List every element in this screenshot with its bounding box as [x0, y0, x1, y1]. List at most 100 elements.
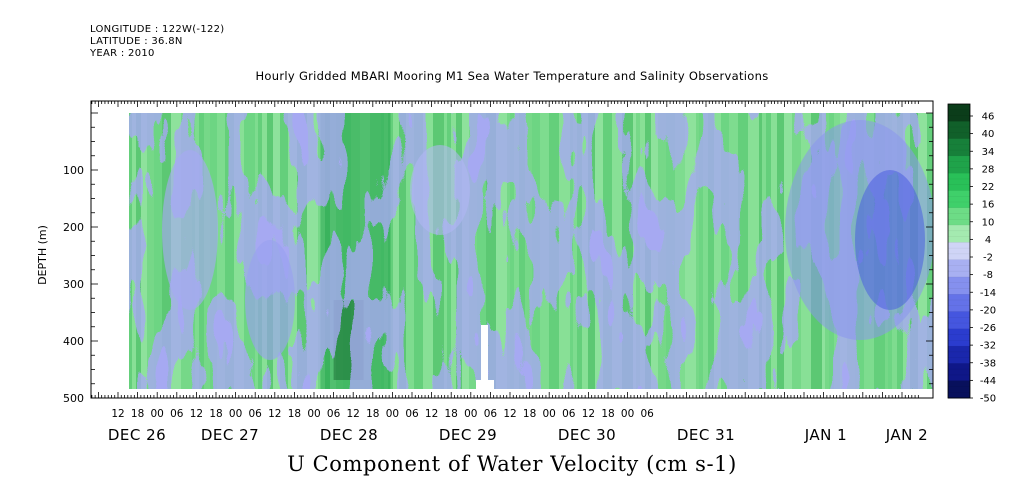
x-day-label: JAN 2 [885, 426, 928, 444]
x-hour-label: 18 [288, 408, 301, 420]
colorbar-swatch [948, 311, 970, 330]
field-streak [666, 113, 675, 389]
colorbar-label: -14 [980, 288, 996, 299]
field-streak [217, 113, 225, 389]
colorbar-label: 34 [982, 147, 995, 158]
x-hour-label: 18 [601, 408, 614, 420]
colorbar-swatch [948, 242, 970, 261]
y-tick-label: 500 [63, 392, 84, 405]
x-hour-label: 18 [445, 408, 458, 420]
field-streak [288, 113, 297, 389]
field-streak [582, 113, 588, 389]
field-streak [570, 113, 573, 389]
y-tick-label: 100 [63, 164, 84, 177]
colorbar-label: 22 [982, 182, 995, 193]
colorbar-swatch [948, 155, 970, 174]
field-streak [573, 113, 577, 389]
field-streak [393, 113, 399, 389]
field-streak [510, 113, 514, 389]
colorbar-swatch [948, 380, 970, 399]
x-hour-label: 00 [543, 408, 556, 420]
field-streak [771, 113, 777, 389]
westward-flow-core [855, 170, 925, 310]
colorbar-swatch [948, 173, 970, 191]
year-label: YEAR : 2010 [90, 48, 155, 59]
field-streak [640, 113, 645, 389]
x-axis-label: U Component of Water Velocity (cm s-1) [287, 452, 737, 476]
field-streak [738, 113, 748, 389]
missing-data [476, 380, 494, 389]
field-streak [685, 113, 696, 389]
field-streak [658, 113, 666, 389]
colorbar-swatch [948, 276, 970, 295]
field-streak [559, 113, 570, 389]
field-streak [514, 113, 519, 389]
field-streak [696, 113, 699, 389]
x-hour-label: 00 [386, 408, 399, 420]
field-streak [141, 113, 147, 389]
field-streak [675, 113, 685, 389]
x-hour-label: 18 [209, 408, 222, 420]
colorbar-swatch [948, 121, 970, 140]
field-streak [225, 113, 234, 389]
x-hour-label: 12 [190, 408, 203, 420]
field-streak [147, 113, 154, 389]
field-streak [444, 113, 447, 389]
field-streak [469, 113, 477, 389]
field-streak [136, 113, 141, 389]
field-streak [633, 113, 636, 389]
latitude-label: LATITUDE : 36.8N [90, 36, 183, 47]
colorbar-label: 28 [982, 164, 995, 175]
x-day-label: DEC 28 [320, 426, 378, 444]
field-streak [477, 113, 486, 389]
longitude-label: LONGITUDE : 122W(-122) [90, 24, 225, 35]
field-streak [651, 113, 658, 389]
field-streak [525, 113, 532, 389]
field-streak [447, 113, 451, 389]
plot-frame [90, 100, 934, 399]
field-streak [645, 113, 651, 389]
colorbar-label: 4 [985, 235, 991, 246]
colorbar-swatch [948, 190, 970, 209]
x-day-label: DEC 27 [201, 426, 259, 444]
x-hour-label: 18 [523, 408, 536, 420]
field-streak [766, 113, 771, 389]
x-day-label: JAN 1 [804, 426, 847, 444]
field-streak [244, 113, 255, 389]
colorbar-label: 16 [982, 200, 995, 211]
field-streak [406, 113, 414, 389]
colorbar-label: 46 [982, 112, 995, 123]
x-hour-label: 18 [366, 408, 379, 420]
field-streak [612, 113, 622, 389]
field-streak [759, 113, 762, 389]
field-streak [595, 113, 603, 389]
field-streak [433, 113, 444, 389]
x-hour-label: 12 [582, 408, 595, 420]
velocity-field [129, 113, 933, 389]
field-streak [451, 113, 456, 389]
chart-title: Hourly Gridded MBARI Mooring M1 Sea Wate… [255, 69, 769, 83]
field-streak [154, 113, 162, 389]
field-streak [507, 113, 510, 389]
x-hour-label: 12 [503, 408, 516, 420]
colorbar-label: -20 [980, 305, 996, 316]
colorbar-label: 10 [982, 217, 995, 228]
field-streak [132, 113, 136, 389]
colorbar-label: -38 [980, 358, 996, 369]
field-streak [762, 113, 766, 389]
field-streak [486, 113, 496, 389]
colorbar-swatch [948, 104, 970, 122]
x-hour-label: 12 [347, 408, 360, 420]
x-day-label: DEC 31 [677, 426, 735, 444]
field-streak [496, 113, 507, 389]
westward-flow-region [245, 240, 295, 360]
x-hour-label: 00 [229, 408, 242, 420]
field-streak [423, 113, 433, 389]
colorbar-label: -2 [983, 253, 993, 264]
field-streak [462, 113, 469, 389]
field-streak [636, 113, 640, 389]
y-axis-label: DEPTH (m) [36, 225, 49, 285]
field-streak [622, 113, 633, 389]
colorbar-swatch [948, 294, 970, 313]
